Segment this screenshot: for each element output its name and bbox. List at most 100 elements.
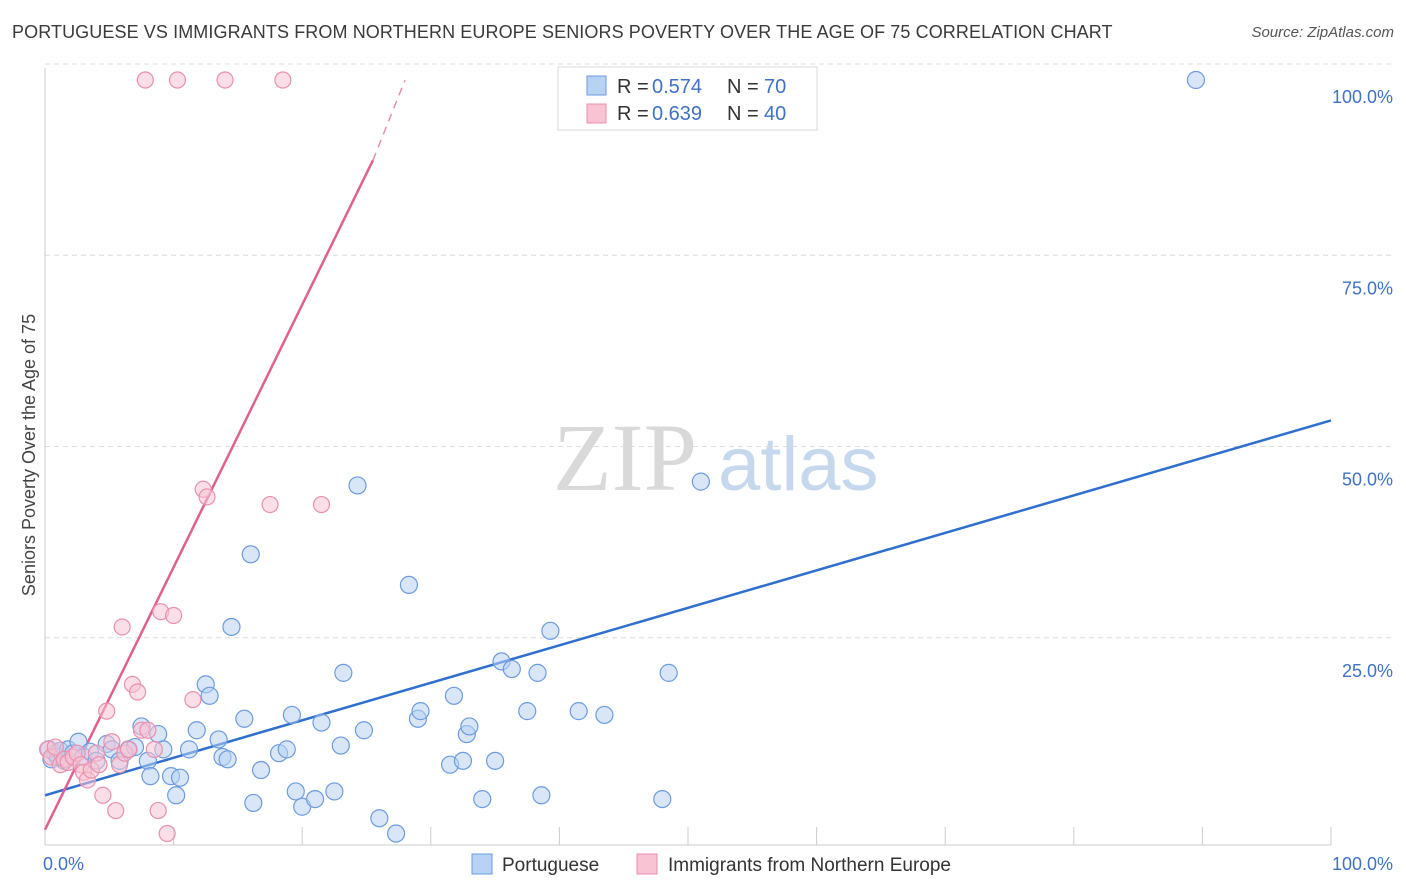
- y-tick-labels: 25.0% 50.0% 75.0% 100.0%: [1332, 87, 1393, 681]
- data-point-portuguese: [305, 789, 325, 809]
- data-point-northern-europe: [98, 702, 116, 720]
- data-point-portuguese: [518, 702, 537, 721]
- trend-line: [44, 419, 1332, 797]
- data-point-portuguese: [528, 663, 547, 682]
- x-tick-labels: 0.0% 100.0%: [43, 854, 1393, 874]
- legend-swatch-northern-europe: [586, 103, 607, 124]
- data-point-portuguese: [331, 736, 350, 755]
- series-label-northern-europe: Immigrants from Northern Europe: [668, 855, 951, 876]
- data-point-portuguese: [167, 786, 186, 805]
- data-point-portuguese: [187, 721, 206, 740]
- data-point-portuguese: [691, 472, 710, 491]
- data-point-northern-europe: [103, 733, 121, 751]
- chart-title: PORTUGUESE VS IMMIGRANTS FROM NORTHERN E…: [12, 22, 1113, 42]
- legend-n-label: N =: [727, 103, 759, 125]
- data-point-portuguese: [659, 663, 678, 682]
- data-point-portuguese: [370, 809, 389, 828]
- legend-r-label: R =: [617, 103, 649, 125]
- data-point-portuguese: [222, 617, 241, 637]
- data-point-portuguese: [354, 721, 374, 740]
- watermark-zip: ZIP: [553, 404, 697, 511]
- data-point-northern-europe: [165, 606, 183, 625]
- data-point-portuguese: [653, 789, 672, 809]
- y-tick-label: 50.0%: [1342, 470, 1393, 490]
- data-point-portuguese: [241, 545, 260, 564]
- data-point-portuguese: [312, 713, 331, 732]
- legend-r-label: R =: [617, 76, 649, 98]
- series-swatch-portuguese: [471, 853, 493, 875]
- data-point-northern-europe: [94, 786, 112, 804]
- data-point-portuguese: [282, 705, 302, 725]
- data-point-portuguese: [218, 750, 237, 769]
- y-tick-label: 75.0%: [1342, 278, 1393, 298]
- data-point-northern-europe: [168, 71, 187, 89]
- data-point-northern-europe: [113, 618, 131, 636]
- data-point-northern-europe: [119, 740, 138, 758]
- data-point-northern-europe: [261, 495, 279, 514]
- data-point-northern-europe: [216, 71, 234, 89]
- data-point-portuguese: [502, 659, 521, 679]
- data-point-northern-europe: [184, 691, 202, 709]
- data-point-northern-europe: [46, 738, 64, 756]
- data-point-portuguese: [473, 789, 492, 809]
- x-tick-label: 100.0%: [1332, 854, 1393, 874]
- series-swatch-northern-europe: [636, 853, 658, 875]
- series-label-portuguese: Portuguese: [502, 855, 599, 876]
- y-axis-label: Seniors Poverty Over the Age of 75: [19, 314, 39, 596]
- data-point-northern-europe: [312, 495, 331, 514]
- data-point-northern-europe: [139, 721, 157, 739]
- data-point-portuguese: [486, 751, 505, 770]
- data-point-portuguese: [453, 751, 473, 770]
- legend: R = 0.574 N = 70 R = 0.639 N = 40: [557, 66, 818, 131]
- y-tick-label: 100.0%: [1332, 87, 1393, 107]
- data-point-portuguese: [179, 740, 199, 759]
- data-point-portuguese: [141, 767, 160, 786]
- data-point-portuguese: [170, 768, 190, 787]
- data-point-portuguese: [1186, 70, 1206, 90]
- data-point-portuguese: [235, 709, 254, 728]
- x-tick-label: 0.0%: [43, 854, 84, 874]
- northern-europe-points: [38, 71, 331, 843]
- data-point-portuguese: [251, 760, 271, 780]
- legend-n-label: N =: [727, 76, 759, 98]
- data-point-northern-europe: [274, 71, 292, 89]
- trend-line-extension: [372, 79, 406, 161]
- data-point-portuguese: [286, 782, 305, 801]
- data-point-portuguese: [386, 824, 406, 843]
- data-point-portuguese: [325, 782, 344, 801]
- watermark-atlas: atlas: [718, 422, 879, 507]
- y-tick-label: 25.0%: [1342, 661, 1393, 681]
- data-point-northern-europe: [149, 801, 167, 820]
- data-point-portuguese: [348, 476, 367, 495]
- legend-r-value: 0.639: [652, 103, 702, 125]
- data-point-northern-europe: [90, 756, 108, 774]
- legend-swatch-portuguese: [586, 75, 607, 96]
- legend-n-value: 70: [764, 76, 786, 98]
- data-point-northern-europe: [198, 488, 216, 506]
- data-point-northern-europe: [145, 740, 163, 758]
- legend-r-value: 0.574: [652, 76, 702, 98]
- data-point-portuguese: [595, 705, 614, 725]
- data-point-portuguese: [541, 621, 560, 640]
- data-point-northern-europe: [158, 824, 176, 843]
- data-point-portuguese: [334, 663, 353, 682]
- axes: [44, 68, 1332, 846]
- data-point-portuguese: [277, 740, 296, 759]
- series-legend: Portuguese Immigrants from Northern Euro…: [471, 853, 951, 876]
- data-point-portuguese: [569, 702, 588, 721]
- data-point-portuguese: [532, 786, 551, 805]
- source-credit: Source: ZipAtlas.com: [1251, 24, 1394, 41]
- data-point-northern-europe: [107, 801, 125, 820]
- legend-n-value: 40: [764, 103, 786, 125]
- data-point-portuguese: [460, 717, 479, 736]
- portuguese-trend: [44, 419, 1332, 797]
- northern-europe-trend: [43, 79, 406, 831]
- data-point-portuguese: [444, 686, 464, 705]
- watermark: ZIP atlas: [553, 404, 879, 511]
- data-point-northern-europe: [128, 683, 147, 701]
- data-point-portuguese: [399, 575, 419, 595]
- data-point-portuguese: [209, 730, 228, 749]
- data-point-northern-europe: [136, 71, 154, 89]
- data-point-portuguese: [244, 793, 263, 813]
